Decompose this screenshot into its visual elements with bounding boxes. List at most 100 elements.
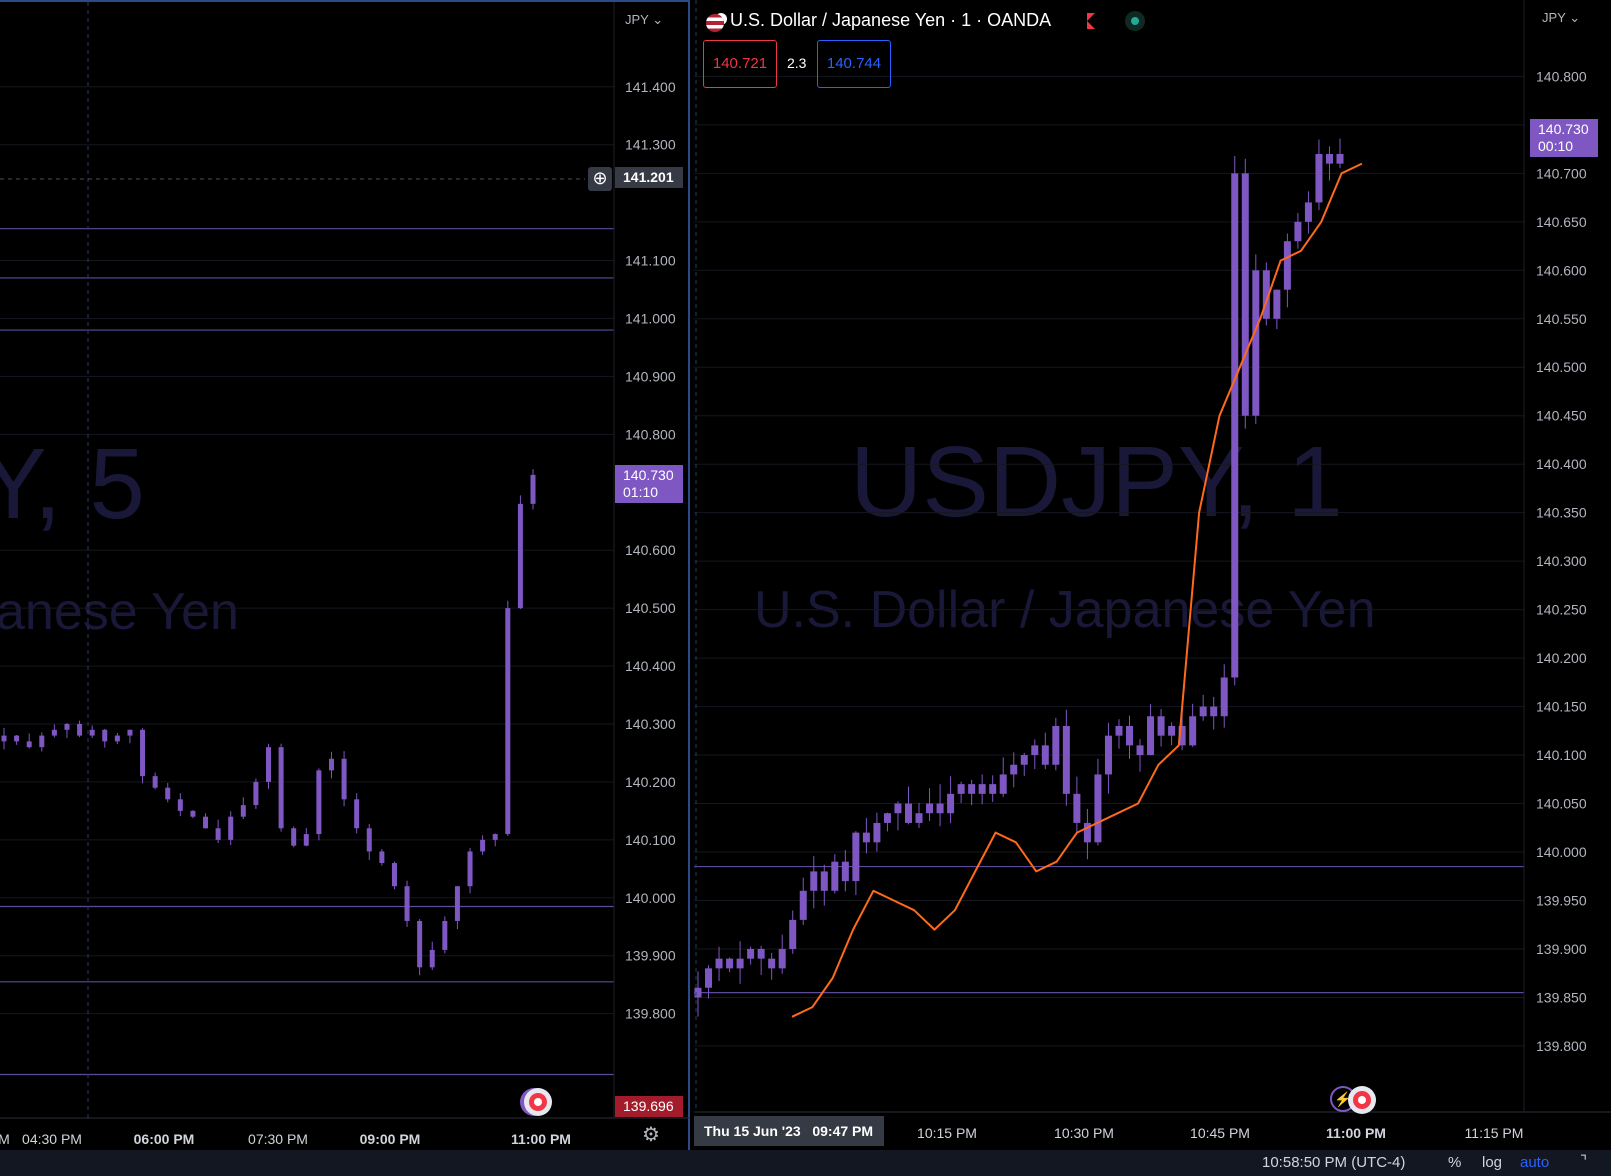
price-tick-label: 140.000 <box>625 890 676 906</box>
candle-body <box>505 608 511 835</box>
time-tick-label: 10:15 PM <box>917 1125 977 1141</box>
chevron-down-icon: ⌄ <box>652 12 664 27</box>
candle-body <box>1168 725 1176 736</box>
candle-body <box>1294 221 1302 242</box>
price-chart-1min[interactable]: 140.800140.750140.700140.650140.600140.5… <box>694 0 1611 1150</box>
candle-body <box>278 747 284 829</box>
candle-body <box>1336 153 1344 164</box>
candle-body <box>253 781 259 806</box>
candle-body <box>989 784 997 794</box>
flag-icon[interactable] <box>1087 13 1095 29</box>
candle-body <box>1094 774 1102 843</box>
candle-body <box>757 948 765 959</box>
watermark-symbol: Y, 5 <box>0 428 145 540</box>
us-flag-icon <box>706 14 724 32</box>
candle-body <box>1315 153 1323 203</box>
time-tick-label: 07:30 PM <box>248 1131 308 1147</box>
currency-selector[interactable]: JPY ⌄ <box>1542 10 1581 25</box>
candle-body <box>303 834 309 846</box>
chart-pane-1min[interactable]: USDJPY, 1 U.S. Dollar / Japanese Yen 140… <box>694 0 1611 1150</box>
price-chart-5min[interactable]: 141.400 141.300 141.100 141.000 140.900 140.8… <box>0 2 690 1152</box>
candle-body <box>417 920 423 968</box>
percent-toggle[interactable]: % <box>1448 1154 1462 1171</box>
candle-body <box>1115 725 1123 736</box>
candle-body <box>694 987 702 998</box>
candle-body <box>89 729 95 736</box>
last-price: 140.730 <box>623 467 674 483</box>
moving-average-line[interactable] <box>791 162 1363 1018</box>
price-tick-label: 139.800 <box>625 1006 676 1022</box>
candle-body <box>1231 173 1239 678</box>
candle-body <box>1041 745 1049 765</box>
price-tick-label: 140.200 <box>1536 650 1587 666</box>
candle-body <box>530 474 536 504</box>
candle-body <box>715 958 723 969</box>
candle-body <box>517 503 523 609</box>
candle-body <box>492 834 498 840</box>
candle-body <box>328 758 334 771</box>
add-alert-icon[interactable]: ⊕ <box>588 167 612 191</box>
sell-button[interactable]: 140.721 <box>703 40 777 88</box>
auto-toggle[interactable]: auto <box>1520 1154 1550 1171</box>
time-tick-label: 06:00 PM <box>134 1131 195 1147</box>
candle-body <box>152 776 158 788</box>
candle-body <box>177 799 183 811</box>
candle-body <box>1052 725 1060 765</box>
cursor-time: 09:47 PM <box>812 1123 874 1139</box>
candle-body <box>747 948 755 959</box>
time-tick-label: 11:00 PM <box>1326 1125 1386 1141</box>
chart-pane-5min[interactable]: Y, 5 anese Yen 141.400 141.300 141.100 141.… <box>0 0 690 1150</box>
time-tick-label: M <box>0 1131 10 1147</box>
price-tick-label: 140.250 <box>1536 602 1587 618</box>
last-price-tag: 140.730 00:10 <box>1530 119 1598 157</box>
candle-body <box>705 968 713 988</box>
candle-body <box>1210 706 1218 717</box>
buy-button[interactable]: 140.744 <box>817 40 891 88</box>
price-tick-label: 140.800 <box>1536 68 1587 84</box>
price-tick-label: 140.300 <box>1536 553 1587 569</box>
time-tick-label: 10:45 PM <box>1190 1125 1250 1141</box>
replay-icon[interactable] <box>1348 1086 1376 1114</box>
price-tick-label: 140.000 <box>1536 844 1587 860</box>
price-tick-label: 140.100 <box>1536 747 1587 763</box>
spread-value: 2.3 <box>787 55 807 71</box>
candle-body <box>228 816 234 840</box>
currency-selector[interactable]: JPY ⌄ <box>625 12 664 27</box>
watermark-symbol: USDJPY, 1 <box>850 426 1343 538</box>
candle-body <box>77 724 83 736</box>
price-tick-label: 140.350 <box>1536 505 1587 521</box>
clock[interactable]: 10:58:50 PM (UTC-4) <box>1262 1154 1406 1171</box>
status-bar: 10:58:50 PM (UTC-4) % log auto ⌝ <box>0 1150 1611 1176</box>
candle-body <box>999 774 1007 794</box>
low-price-tag: 139.696 <box>615 1096 683 1117</box>
candle-body <box>1304 202 1312 222</box>
symbol-title[interactable]: U.S. Dollar / Japanese Yen · 1 · OANDA <box>730 10 1052 30</box>
candle-body <box>39 735 45 748</box>
price-tick-label: 140.600 <box>1536 262 1587 278</box>
candle-body <box>1126 725 1134 746</box>
candle-body <box>64 724 70 730</box>
candle-body <box>810 871 818 891</box>
market-status-icon <box>1125 11 1145 31</box>
settings-gear-icon[interactable]: ⚙ <box>642 1124 660 1146</box>
candle-body <box>1241 173 1249 416</box>
candle-body <box>480 839 486 852</box>
candle-body <box>266 747 271 782</box>
candle-body <box>140 729 146 777</box>
candle-body <box>316 770 322 835</box>
candle-body <box>1273 289 1281 319</box>
price-tick-label: 140.450 <box>1536 408 1587 424</box>
candle-body <box>831 861 839 891</box>
candle-body <box>1157 716 1165 736</box>
price-tick-label: 140.300 <box>625 716 676 732</box>
candle-body <box>894 803 902 814</box>
log-toggle[interactable]: log <box>1482 1154 1503 1171</box>
candle-body <box>968 784 976 794</box>
countdown: 01:10 <box>623 484 659 500</box>
replay-icon[interactable] <box>524 1088 552 1116</box>
candle-body <box>341 758 347 800</box>
fullscreen-icon[interactable]: ⌝ <box>1580 1153 1588 1170</box>
time-tick-label: 11:15 PM <box>1465 1125 1524 1141</box>
candle-body <box>467 851 473 887</box>
last-price: 140.730 <box>1538 121 1589 137</box>
